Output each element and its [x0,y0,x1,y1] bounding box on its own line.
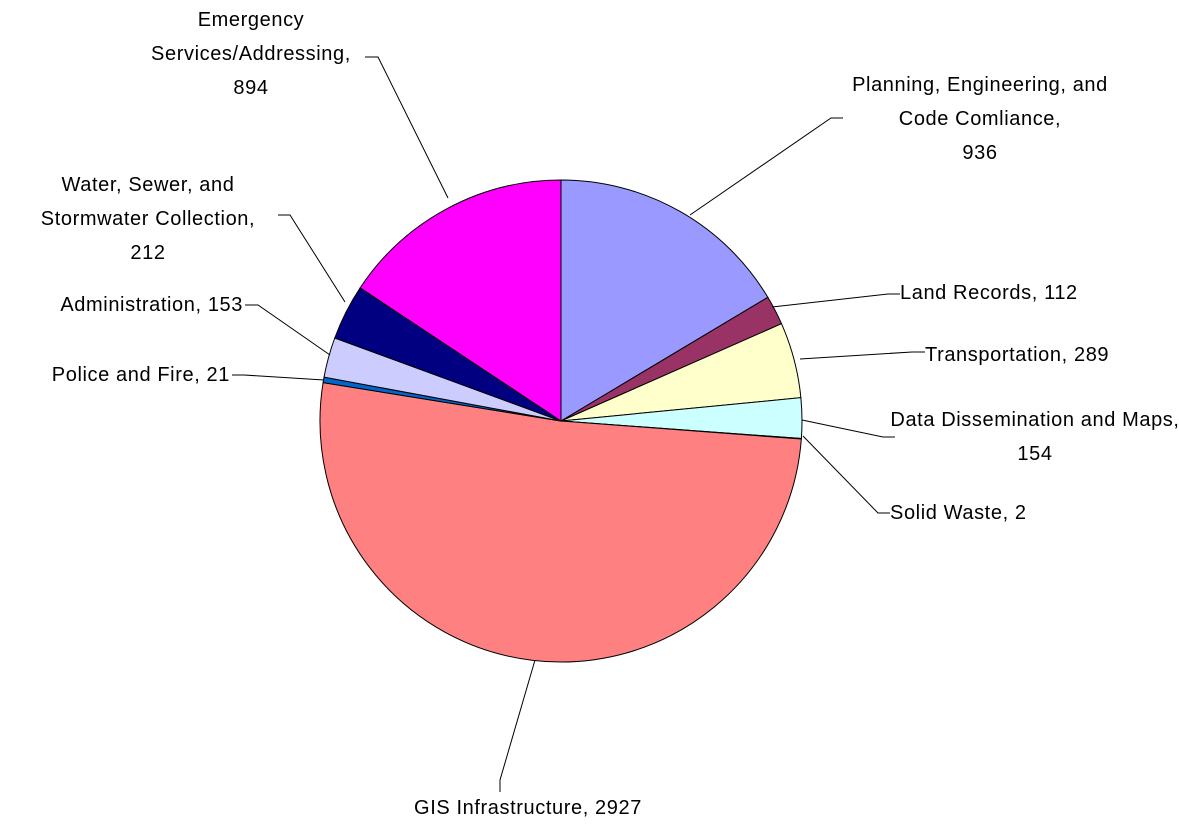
category-name: GIS Infrastructure [414,797,589,819]
value-label: 936 [962,142,998,164]
leader-line [802,435,890,514]
category-name: Land Records [900,282,1038,304]
slice-label: Emergency Services/Addressing 894 [136,3,366,105]
pie-slice [359,179,562,422]
value-label: 21 [206,364,230,386]
leader-line [245,304,331,356]
leader-line [232,374,325,381]
value-label: 112 [1044,282,1078,304]
category-name: Police and Fire [52,364,201,386]
slice-label: Land Records 112 [900,276,1160,310]
category-name: Water, Sewer, and Stormwater Collection [41,174,255,230]
category-name: Transportation [925,344,1068,366]
slice-label: Police and Fire 21 [0,358,230,392]
value-label: 212 [130,242,166,264]
slice-label: Administration 153 [3,288,243,322]
slice-label: GIS Infrastructure 2927 [368,791,688,825]
value-label: 154 [1017,443,1053,465]
slice-label: Data Dissemination and Maps 154 [890,403,1179,471]
leader-line [771,293,900,308]
pie-slice [319,382,802,663]
leader-line [278,214,346,303]
category-name: Solid Waste [890,502,1009,524]
slice-label: Solid Waste 2 [890,496,1150,530]
value-label: 153 [207,294,243,316]
slice-label: Water, Sewer, and Stormwater Collection … [13,168,283,270]
value-label: 2 [1014,502,1027,524]
leader-line [799,351,925,360]
value-label: 289 [1073,344,1110,366]
leader-line [365,56,449,199]
value-label: 894 [233,77,269,99]
leader-line [689,117,843,216]
leader-line [801,419,895,438]
slice-label: Planning, Engineering, and Code Comlianc… [835,68,1125,170]
category-name: Planning, Engineering, and Code Comlianc… [852,74,1108,130]
category-name: Data Dissemination and Maps [890,409,1179,431]
slice-label: Transportation 289 [925,338,1179,372]
category-name: Emergency Services/Addressing [151,9,351,65]
leader-line [499,659,536,792]
category-name: Administration [60,294,201,316]
pie-slice [560,179,769,422]
value-label: 2927 [595,797,642,819]
